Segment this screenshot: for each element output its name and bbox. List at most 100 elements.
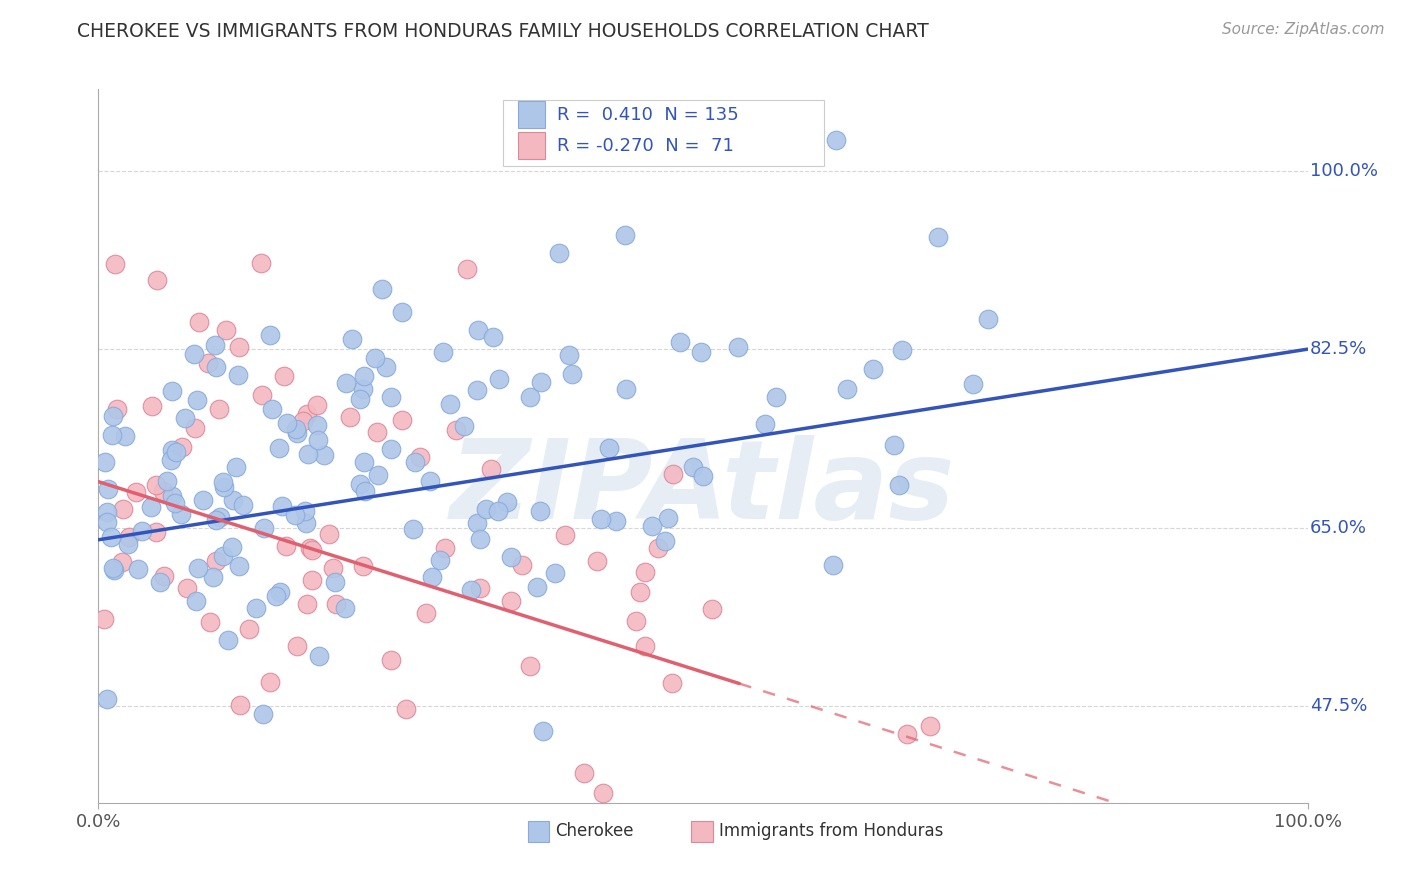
Point [765, 390, 787, 404]
Point [371, 282, 394, 296]
Point [335, 601, 357, 615]
Point [228, 559, 250, 574]
Point [205, 553, 228, 567]
Point [193, 493, 215, 508]
Point [342, 332, 364, 346]
Point [352, 558, 374, 573]
Point [259, 675, 281, 690]
Point [184, 593, 207, 607]
Point [434, 541, 457, 555]
Point [633, 639, 655, 653]
Point [176, 582, 198, 596]
Point [561, 367, 583, 381]
Point [692, 469, 714, 483]
Point [187, 560, 209, 574]
Point [305, 418, 328, 433]
Point [131, 524, 153, 539]
Point [349, 477, 371, 491]
Point [918, 719, 941, 733]
Text: 82.5%: 82.5% [1310, 340, 1367, 359]
Point [273, 369, 295, 384]
Point [187, 315, 209, 329]
Point [96, 515, 118, 529]
Text: Source: ZipAtlas.com: Source: ZipAtlas.com [1222, 22, 1385, 37]
Point [837, 382, 859, 396]
Point [409, 450, 432, 464]
Point [353, 455, 375, 469]
Point [222, 492, 245, 507]
Point [661, 675, 683, 690]
Point [380, 390, 402, 404]
Point [197, 355, 219, 369]
Point [284, 508, 307, 523]
Point [285, 639, 308, 653]
Point [103, 409, 125, 424]
Point [460, 582, 482, 597]
Point [253, 521, 276, 535]
Point [626, 614, 648, 628]
Point [211, 549, 233, 564]
Point [533, 724, 555, 739]
Point [274, 539, 297, 553]
Point [217, 632, 239, 647]
Point [558, 348, 581, 362]
Bar [517, 102, 544, 128]
Point [889, 477, 911, 491]
Point [156, 474, 179, 488]
Point [380, 653, 402, 667]
Point [186, 393, 208, 408]
Point [226, 368, 249, 383]
Point [429, 553, 451, 567]
Point [363, 351, 385, 365]
Text: R =  0.410  N = 135: R = 0.410 N = 135 [557, 106, 738, 124]
Point [896, 727, 918, 741]
Point [252, 387, 274, 401]
Point [270, 499, 292, 513]
Point [352, 382, 374, 396]
Text: Immigrants from Honduras: Immigrants from Honduras [718, 822, 943, 840]
Point [145, 477, 167, 491]
Point [654, 534, 676, 549]
Point [380, 442, 402, 456]
Point [208, 510, 231, 524]
Point [292, 414, 315, 428]
Point [198, 615, 221, 630]
Point [103, 561, 125, 575]
Point [312, 448, 335, 462]
Point [238, 622, 260, 636]
Point [419, 474, 441, 488]
Point [307, 433, 329, 447]
Point [415, 606, 437, 620]
Point [301, 573, 323, 587]
Point [323, 574, 346, 589]
Point [93, 612, 115, 626]
Point [259, 327, 281, 342]
Point [420, 569, 443, 583]
Point [152, 483, 174, 498]
Point [295, 407, 318, 421]
Point [444, 423, 467, 437]
Point [529, 503, 551, 517]
Point [349, 392, 371, 406]
Point [112, 502, 135, 516]
Point [301, 543, 323, 558]
Point [824, 133, 846, 147]
Point [977, 312, 1000, 326]
Point [467, 323, 489, 337]
Point [204, 337, 226, 351]
Text: ZIPAtlas: ZIPAtlas [450, 435, 956, 542]
Point [294, 504, 316, 518]
Point [634, 565, 657, 579]
Point [883, 438, 905, 452]
Point [96, 505, 118, 519]
Point [821, 558, 844, 572]
Point [690, 344, 713, 359]
Point [96, 692, 118, 706]
Point [183, 346, 205, 360]
Point [162, 442, 184, 457]
Point [754, 417, 776, 432]
Point [510, 558, 533, 573]
Point [160, 489, 183, 503]
Point [530, 376, 553, 390]
Point [640, 519, 662, 533]
